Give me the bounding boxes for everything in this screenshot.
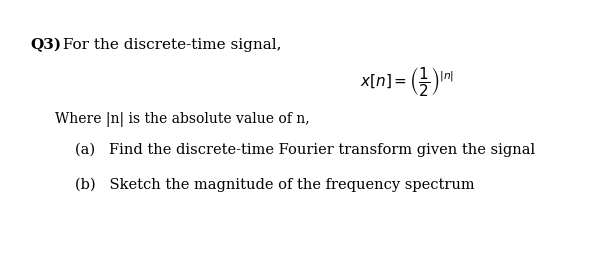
Text: (a)   Find the discrete-time Fourier transform given the signal: (a) Find the discrete-time Fourier trans… bbox=[75, 143, 535, 157]
Text: Q3): Q3) bbox=[30, 38, 61, 52]
Text: Where |n| is the absolute value of n,: Where |n| is the absolute value of n, bbox=[55, 112, 310, 127]
Text: $x[n] = \left(\dfrac{1}{2}\right)^{|n|}$: $x[n] = \left(\dfrac{1}{2}\right)^{|n|}$ bbox=[360, 65, 454, 98]
Text: For the discrete-time signal,: For the discrete-time signal, bbox=[58, 38, 281, 52]
Text: (b)   Sketch the magnitude of the frequency spectrum: (b) Sketch the magnitude of the frequenc… bbox=[75, 178, 475, 192]
